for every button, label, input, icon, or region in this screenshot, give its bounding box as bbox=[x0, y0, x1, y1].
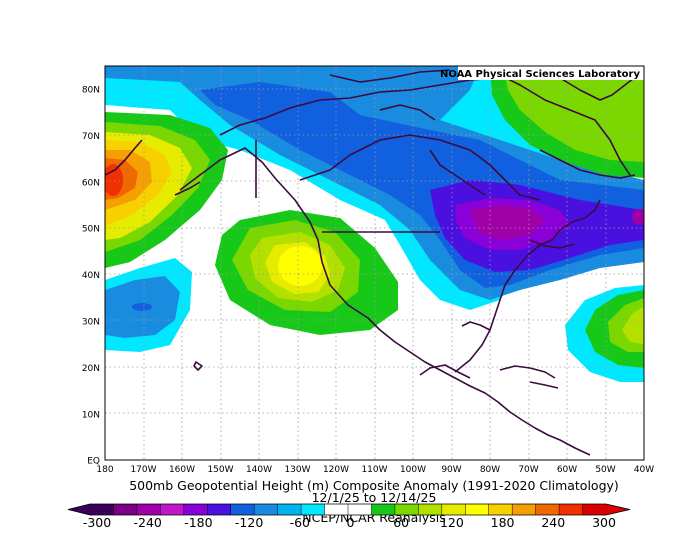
latitude-label: 70N bbox=[82, 132, 100, 142]
credit-label: NOAA Physical Sciences Laboratory bbox=[440, 69, 641, 80]
longitude-label: 40W bbox=[634, 465, 654, 475]
colorbar-segment bbox=[465, 504, 490, 515]
colorbar-segment bbox=[277, 504, 302, 515]
colorbar-segment bbox=[183, 504, 208, 515]
latitude-label: 20N bbox=[82, 364, 100, 374]
date-range: 12/1/25 to 12/14/25 bbox=[312, 490, 437, 505]
colorbar-labels: -300 -240 -180 -120 -60 0 60 120 180 240 300 bbox=[83, 515, 616, 530]
latitude-label: 30N bbox=[82, 318, 100, 328]
colorbar-outline bbox=[67, 503, 631, 516]
colorbar-label: 300 bbox=[592, 515, 616, 530]
colorbar-label: -300 bbox=[83, 515, 111, 530]
latitude-label: 50N bbox=[82, 225, 100, 235]
colorbar-segment bbox=[488, 504, 513, 515]
colorbar-segment bbox=[441, 504, 466, 515]
colorbar-segment bbox=[394, 504, 419, 515]
coastlines bbox=[105, 66, 639, 456]
longitude-labels: 180 170W 160W 150W 140W 130W 120W 110W 100W 90W 80… bbox=[96, 465, 654, 475]
longitude-label: 100W bbox=[400, 465, 426, 475]
colorbar-segment bbox=[418, 504, 443, 515]
latitude-label: 80N bbox=[82, 86, 100, 96]
longitude-label: 180 bbox=[96, 465, 113, 475]
colorbar bbox=[67, 503, 631, 516]
map-panel: NOAA Physical Sciences Laboratory bbox=[105, 66, 644, 460]
atlantic-positive-anomaly bbox=[565, 285, 644, 382]
colorbar-segment bbox=[230, 504, 255, 515]
colorbar-segment bbox=[113, 504, 138, 515]
colorbar-segment bbox=[559, 504, 583, 515]
longitude-label: 140W bbox=[246, 465, 272, 475]
latitude-label: EQ bbox=[87, 457, 100, 467]
colorbar-low-arrow bbox=[68, 504, 90, 515]
colorbar-segment bbox=[90, 504, 114, 515]
longitude-label: 110W bbox=[361, 465, 387, 475]
latitude-label: 10N bbox=[82, 410, 100, 420]
colorbar-label: 60 bbox=[393, 515, 409, 530]
colorbar-label: 0 bbox=[347, 515, 355, 530]
colorbar-label: -60 bbox=[290, 515, 310, 530]
pacific-negative-anomaly bbox=[105, 258, 192, 352]
longitude-label: 60W bbox=[557, 465, 577, 475]
colorbar-segment bbox=[371, 504, 396, 515]
colorbar-segment bbox=[136, 504, 161, 515]
colorbar-segment bbox=[535, 504, 560, 515]
colorbar-label: 120 bbox=[440, 515, 464, 530]
negative-anomaly-band bbox=[105, 66, 644, 310]
latitude-label: 40N bbox=[82, 271, 100, 281]
colorbar-high-arrow bbox=[606, 504, 630, 515]
colorbar-segment bbox=[207, 504, 232, 515]
credit-box bbox=[458, 66, 644, 80]
colorbar-segment bbox=[348, 504, 372, 515]
colorbar-segment bbox=[160, 504, 185, 515]
colorbar-label: -120 bbox=[235, 515, 263, 530]
longitude-label: 160W bbox=[169, 465, 195, 475]
figure-title: 500mb Geopotential Height (m) Composite … bbox=[129, 478, 619, 493]
colorbar-segment bbox=[301, 504, 325, 515]
longitude-label: 80W bbox=[480, 465, 500, 475]
longitude-label: 90W bbox=[441, 465, 461, 475]
colorbar-label: 240 bbox=[541, 515, 565, 530]
colorbar-label: -240 bbox=[134, 515, 162, 530]
longitude-label: 130W bbox=[284, 465, 310, 475]
colorbar-segment bbox=[254, 504, 278, 515]
colorbar-segment bbox=[582, 504, 607, 515]
longitude-label: 120W bbox=[323, 465, 349, 475]
eastern-pacific-positive-anomaly bbox=[215, 210, 398, 335]
longitude-label: 170W bbox=[130, 465, 156, 475]
latitude-labels: 80N 70N 60N 50N 40N 30N 20N 10N EQ bbox=[82, 86, 100, 467]
map-frame bbox=[104, 65, 645, 461]
longitude-label: 150W bbox=[207, 465, 233, 475]
colorbar-label: -180 bbox=[184, 515, 212, 530]
colorbar-label: 180 bbox=[491, 515, 515, 530]
colorbar-segment bbox=[512, 504, 536, 515]
colorbar-segment bbox=[324, 504, 349, 515]
longitude-label: 70W bbox=[518, 465, 538, 475]
latitude-label: 60N bbox=[82, 178, 100, 188]
longitude-label: 50W bbox=[595, 465, 615, 475]
